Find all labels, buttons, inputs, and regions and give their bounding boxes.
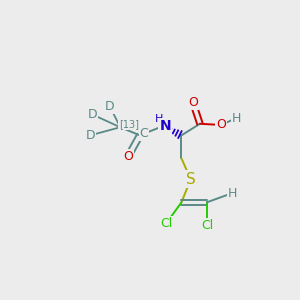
Text: O: O <box>188 97 198 110</box>
Text: D: D <box>85 129 95 142</box>
Text: H: H <box>232 112 242 124</box>
Text: D: D <box>88 108 97 121</box>
Text: S: S <box>186 172 196 187</box>
Text: [13]: [13] <box>119 120 139 130</box>
Text: O: O <box>123 150 133 163</box>
Text: H: H <box>155 114 164 124</box>
Text: Cl: Cl <box>201 219 213 232</box>
Text: D: D <box>105 100 115 113</box>
Text: Cl: Cl <box>160 217 172 230</box>
Text: O: O <box>216 118 226 131</box>
Text: C: C <box>140 127 148 140</box>
Text: H: H <box>228 187 237 200</box>
Text: N: N <box>160 119 171 133</box>
